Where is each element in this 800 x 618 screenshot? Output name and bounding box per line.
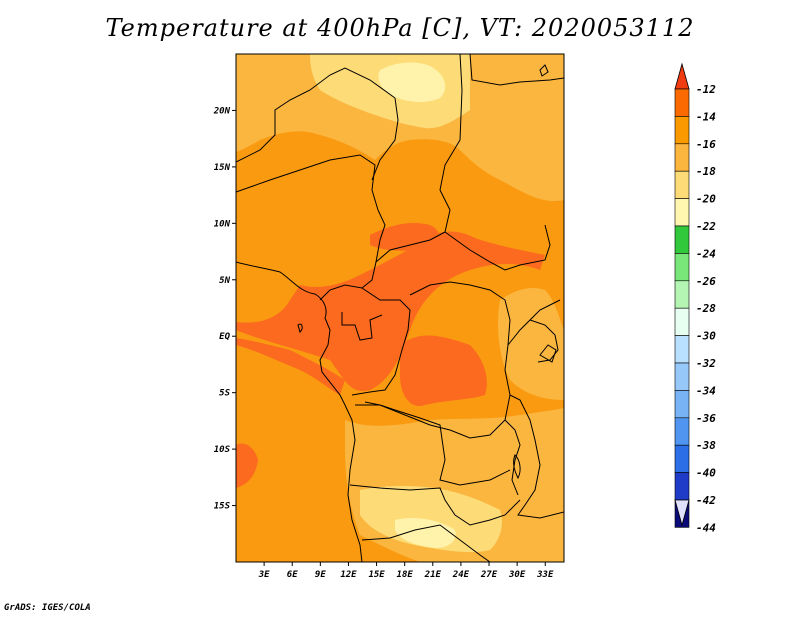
colorbar-label: -34: [696, 384, 716, 397]
colorbar-box: [674, 417, 690, 446]
lon-label: 21E: [424, 570, 442, 580]
lon-label: 33E: [536, 570, 554, 580]
lat-label: 5S: [219, 389, 230, 399]
colorbar-label: -42: [696, 494, 716, 507]
lon-label: 12E: [340, 570, 357, 580]
colorbar-label: -30: [696, 330, 716, 343]
colorbar-legend: -12 -14 -16 -18 -20 -22 -24 -26 -28 -30 -32 -34 -36 -…: [674, 62, 716, 534]
lon-label: 9E: [315, 570, 326, 580]
lat-label: 20N: [213, 106, 231, 116]
lat-label: 10N: [214, 219, 231, 229]
colorbar-box: [674, 88, 690, 117]
colorbar-box: [674, 198, 690, 227]
colorbar-label: -44: [696, 521, 716, 534]
lat-label: EQ: [219, 332, 230, 342]
colorbar-box: [674, 335, 690, 364]
colorbar-box: [674, 390, 690, 419]
colorbar-label: -38: [696, 439, 716, 452]
colorbar-box: [674, 253, 690, 282]
colorbar-top-triangle: [674, 62, 690, 90]
colorbar-box: [674, 472, 690, 501]
longitude-axis: 3E 6E 9E 12E 15E 18E 21E 24E 27E 30E 33E: [258, 562, 554, 580]
colorbar-box: [674, 116, 690, 145]
colorbar-label: -26: [696, 275, 716, 288]
colorbar-label: -36: [696, 412, 716, 425]
lon-label: 6E: [287, 570, 298, 580]
lon-label: 15E: [368, 570, 385, 580]
latitude-axis: 20N 15N 10N 5N EQ 5S 10S 15S: [213, 106, 236, 512]
country-borders: [236, 54, 564, 562]
lon-label: 30E: [508, 570, 526, 580]
lon-label: 18E: [397, 570, 414, 580]
colorbar-label: -16: [696, 138, 716, 151]
lon-label: 24E: [452, 570, 470, 580]
colorbar-label: -28: [696, 302, 716, 315]
colorbar-label: -22: [696, 220, 716, 233]
colorbar-label: -40: [696, 467, 716, 480]
colorbar-bottom-triangle: [674, 499, 690, 527]
temperature-field: [236, 54, 564, 562]
lat-label: 15N: [214, 163, 231, 173]
colorbar-box: [674, 143, 690, 172]
colorbar-box: [674, 444, 690, 473]
colorbar-label: -14: [696, 110, 716, 123]
colorbar-box: [674, 225, 690, 254]
colorbar-label: -24: [696, 247, 716, 260]
colorbar-box: [674, 280, 690, 309]
lon-label: 3E: [258, 570, 270, 580]
grads-credit: GrADS: IGES/COLA: [4, 603, 91, 613]
colorbar-box: [674, 362, 690, 391]
colorbar-label: -18: [696, 165, 716, 178]
colorbar-box: [674, 170, 690, 199]
lat-label: 5N: [219, 276, 230, 286]
colorbar-label: -32: [696, 357, 716, 370]
lon-label: 27E: [480, 570, 498, 580]
colorbar-label: -20: [696, 193, 716, 206]
lat-label: 15S: [214, 502, 231, 512]
lat-label: 10S: [214, 445, 231, 455]
map-frame: [235, 53, 565, 563]
colorbar-label: -12: [696, 83, 716, 96]
colorbar-box: [674, 307, 690, 336]
map-title: Temperature at 400hPa [C], VT: 202005311…: [105, 14, 695, 42]
